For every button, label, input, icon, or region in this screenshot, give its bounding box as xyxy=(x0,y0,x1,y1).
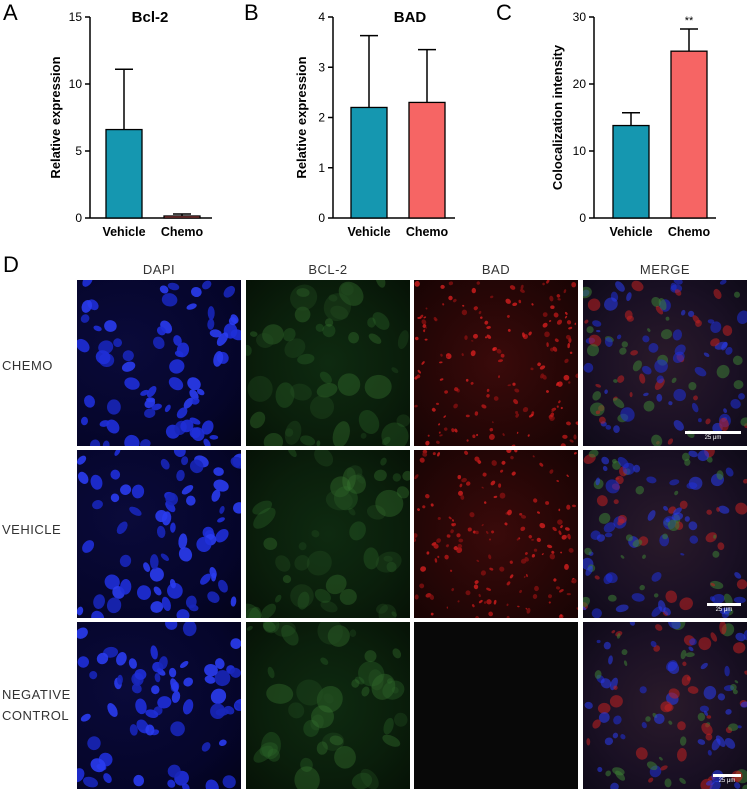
y-axis-label: Relative expression xyxy=(48,56,63,178)
x-tick-label: Vehicle xyxy=(609,225,652,239)
y-axis-label: Relative expression xyxy=(294,56,309,178)
col-header-merge: MERGE xyxy=(639,262,691,277)
micrograph-texture xyxy=(246,622,408,789)
micrograph-negative-bcl2 xyxy=(246,622,410,789)
row-label-line: NEGATIVE xyxy=(2,687,71,702)
y-tick-label: 30 xyxy=(573,10,587,24)
bar-chemo xyxy=(408,101,446,219)
scale-bar: 25 μm xyxy=(707,603,741,613)
row-label-line: CHEMO xyxy=(2,358,53,373)
scale-bar: 25 μm xyxy=(713,774,741,784)
micrograph-texture xyxy=(246,280,410,446)
micrograph-texture xyxy=(77,450,241,618)
row-label-line: VEHICLE xyxy=(2,522,62,537)
y-tick-label: 2 xyxy=(318,111,325,125)
x-tick-label: Chemo xyxy=(161,225,204,239)
micrograph-texture xyxy=(414,280,578,446)
scale-bar-label: 25 μm xyxy=(715,607,733,613)
row-label-line: CONTROL xyxy=(2,708,70,723)
y-tick-label: 20 xyxy=(573,77,587,91)
y-tick-label: 10 xyxy=(573,144,587,158)
y-tick-label: 0 xyxy=(579,211,586,225)
micrograph-texture xyxy=(246,450,410,618)
col-header-bad: BAD xyxy=(481,262,511,277)
micrograph-texture xyxy=(583,450,747,618)
y-tick-label: 0 xyxy=(75,211,82,225)
x-tick-label: Chemo xyxy=(668,225,711,239)
y-tick-label: 4 xyxy=(318,10,325,24)
micrograph-texture xyxy=(77,622,241,789)
bar-chemo xyxy=(670,50,708,219)
y-tick-label: 1 xyxy=(318,161,325,175)
panel-label-a: A xyxy=(3,0,18,25)
x-tick-label: Vehicle xyxy=(347,225,390,239)
micrograph-texture xyxy=(584,622,747,789)
micrograph-chemo-bcl2 xyxy=(246,280,410,446)
y-tick-label: 15 xyxy=(69,10,83,24)
row-label-vehicle: VEHICLE xyxy=(2,519,61,540)
micrograph-negative-bad xyxy=(414,622,578,789)
y-tick-label: 10 xyxy=(69,77,83,91)
micrograph-vehicle-bcl2 xyxy=(246,450,410,618)
y-tick-label: 3 xyxy=(318,60,325,74)
x-tick-label: Vehicle xyxy=(102,225,145,239)
y-tick-label: 5 xyxy=(75,144,82,158)
micrograph-negative-dapi xyxy=(77,622,241,789)
micrograph-chemo-merge: 25 μm xyxy=(583,280,747,446)
micrograph-vehicle-dapi xyxy=(77,450,241,618)
micrograph-negative-merge: 25 μm xyxy=(583,622,747,789)
scale-bar: 25 μm xyxy=(685,431,741,441)
chart-title: Bcl-2 xyxy=(132,9,169,26)
col-header-dapi: DAPI xyxy=(142,262,176,277)
chart-title: BAD xyxy=(394,9,427,26)
micrograph-texture xyxy=(583,280,747,446)
micrograph-chemo-bad xyxy=(414,280,578,446)
y-tick-label: 0 xyxy=(318,211,325,225)
scale-bar-label: 25 μm xyxy=(704,435,722,441)
panel-label-b: B xyxy=(244,0,259,25)
significance-annotation: ** xyxy=(685,15,694,27)
micrograph-chemo-dapi xyxy=(77,280,241,446)
bar-chemo xyxy=(163,215,201,219)
micrograph-vehicle-bad xyxy=(414,450,578,618)
y-axis-label: Colocalization intensity xyxy=(550,44,565,190)
micrograph-texture xyxy=(414,450,578,618)
bar-vehicle xyxy=(105,128,143,219)
micrograph-texture xyxy=(77,280,241,446)
bar-vehicle xyxy=(612,124,650,219)
panel-label-c: C xyxy=(496,0,512,25)
bar-vehicle xyxy=(350,106,388,219)
panel-label-d: D xyxy=(3,252,19,277)
row-label-chemo: CHEMO xyxy=(2,355,53,376)
row-label-negative-control: NEGATIVE CONTROL xyxy=(2,684,71,726)
micrograph-vehicle-merge: 25 μm xyxy=(583,450,747,618)
scale-bar-label: 25 μm xyxy=(718,778,736,784)
x-tick-label: Chemo xyxy=(406,225,449,239)
col-header-bcl2: BCL-2 xyxy=(308,262,348,277)
